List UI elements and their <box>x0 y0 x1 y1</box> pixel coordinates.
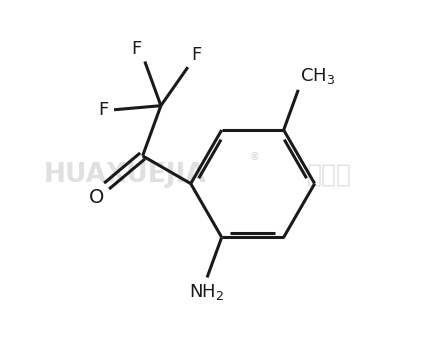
Text: F: F <box>99 101 109 119</box>
Text: ®: ® <box>250 152 260 162</box>
Text: O: O <box>89 188 104 207</box>
Text: NH$_2$: NH$_2$ <box>190 282 225 302</box>
Text: CH$_3$: CH$_3$ <box>300 66 336 86</box>
Text: 化学加: 化学加 <box>307 163 352 187</box>
Text: F: F <box>191 46 201 64</box>
Text: HUAXUEJIA: HUAXUEJIA <box>43 162 206 188</box>
Text: F: F <box>131 40 142 58</box>
